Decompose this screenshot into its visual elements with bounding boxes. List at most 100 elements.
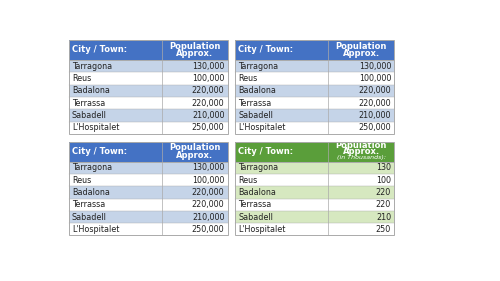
- Text: L'Hospitalet: L'Hospitalet: [238, 225, 286, 234]
- Bar: [236, 162, 328, 174]
- Text: 130,000: 130,000: [192, 62, 224, 71]
- Text: Population: Population: [336, 42, 387, 51]
- Text: Terrassa: Terrassa: [238, 200, 272, 209]
- Text: Tarragona: Tarragona: [72, 163, 112, 172]
- Bar: [68, 40, 228, 60]
- Bar: [162, 72, 228, 85]
- Bar: [328, 211, 394, 223]
- Bar: [236, 186, 328, 199]
- Text: Sabadell: Sabadell: [72, 111, 106, 120]
- Text: 250: 250: [376, 225, 391, 234]
- Bar: [236, 211, 328, 223]
- Bar: [162, 186, 228, 199]
- Text: City / Town:: City / Town:: [238, 46, 294, 55]
- Text: Tarragona: Tarragona: [238, 163, 279, 172]
- Bar: [236, 72, 328, 85]
- Bar: [162, 211, 228, 223]
- Text: 210: 210: [376, 212, 391, 221]
- Bar: [162, 121, 228, 134]
- Text: Tarragona: Tarragona: [72, 62, 112, 71]
- Bar: [68, 60, 162, 72]
- Text: 210,000: 210,000: [358, 111, 391, 120]
- Bar: [236, 40, 394, 60]
- Bar: [236, 60, 328, 72]
- Text: Population: Population: [169, 42, 220, 51]
- Text: Badalona: Badalona: [72, 188, 110, 197]
- Text: Terrassa: Terrassa: [72, 99, 105, 108]
- Text: 100,000: 100,000: [192, 74, 224, 83]
- Bar: [68, 186, 162, 199]
- Bar: [162, 174, 228, 186]
- Bar: [68, 223, 162, 235]
- Text: L'Hospitalet: L'Hospitalet: [72, 225, 119, 234]
- Text: 210,000: 210,000: [192, 212, 224, 221]
- Text: Terrassa: Terrassa: [238, 99, 272, 108]
- Text: Approx.: Approx.: [342, 147, 380, 156]
- Bar: [328, 72, 394, 85]
- Text: Approx.: Approx.: [342, 49, 380, 58]
- Bar: [68, 142, 228, 162]
- Text: Population: Population: [169, 144, 220, 153]
- Bar: [68, 162, 162, 174]
- Bar: [328, 97, 394, 109]
- Bar: [68, 85, 162, 97]
- Bar: [328, 162, 394, 174]
- Bar: [68, 121, 162, 134]
- Text: Sabadell: Sabadell: [238, 111, 274, 120]
- Text: 220,000: 220,000: [358, 99, 391, 108]
- Text: 100,000: 100,000: [358, 74, 391, 83]
- Text: 250,000: 250,000: [192, 123, 224, 132]
- Text: Approx.: Approx.: [176, 151, 213, 160]
- Text: Badalona: Badalona: [238, 188, 277, 197]
- Text: Badalona: Badalona: [72, 86, 110, 95]
- Text: Badalona: Badalona: [238, 86, 277, 95]
- Bar: [68, 40, 228, 134]
- Bar: [162, 85, 228, 97]
- Text: Sabadell: Sabadell: [72, 212, 106, 221]
- Text: Reus: Reus: [72, 176, 91, 185]
- Bar: [162, 60, 228, 72]
- Bar: [162, 97, 228, 109]
- Text: Terrassa: Terrassa: [72, 200, 105, 209]
- Bar: [236, 199, 328, 211]
- Text: 220,000: 220,000: [192, 188, 224, 197]
- Text: 100,000: 100,000: [192, 176, 224, 185]
- Text: 210,000: 210,000: [192, 111, 224, 120]
- Bar: [162, 223, 228, 235]
- Text: 220,000: 220,000: [192, 200, 224, 209]
- Bar: [236, 85, 328, 97]
- Bar: [236, 121, 328, 134]
- Bar: [162, 162, 228, 174]
- Bar: [236, 223, 328, 235]
- Text: 220: 220: [376, 188, 391, 197]
- Bar: [68, 109, 162, 121]
- Text: 130,000: 130,000: [358, 62, 391, 71]
- Bar: [236, 40, 394, 134]
- Text: 130: 130: [376, 163, 391, 172]
- Bar: [68, 72, 162, 85]
- Bar: [236, 142, 394, 235]
- Text: 250,000: 250,000: [192, 225, 224, 234]
- Bar: [328, 60, 394, 72]
- Bar: [236, 109, 328, 121]
- Text: Reus: Reus: [72, 74, 91, 83]
- Bar: [162, 109, 228, 121]
- Bar: [328, 186, 394, 199]
- Bar: [68, 199, 162, 211]
- Bar: [328, 223, 394, 235]
- Bar: [68, 174, 162, 186]
- Text: 220,000: 220,000: [358, 86, 391, 95]
- Text: 220,000: 220,000: [192, 86, 224, 95]
- Text: City / Town:: City / Town:: [238, 147, 294, 156]
- Text: Approx.: Approx.: [176, 49, 213, 58]
- Text: L'Hospitalet: L'Hospitalet: [72, 123, 119, 132]
- Bar: [236, 142, 394, 162]
- Bar: [68, 97, 162, 109]
- Text: Tarragona: Tarragona: [238, 62, 279, 71]
- Text: 130,000: 130,000: [192, 163, 224, 172]
- Bar: [236, 97, 328, 109]
- Bar: [328, 174, 394, 186]
- Bar: [328, 109, 394, 121]
- Bar: [328, 199, 394, 211]
- Text: Population: Population: [336, 141, 387, 150]
